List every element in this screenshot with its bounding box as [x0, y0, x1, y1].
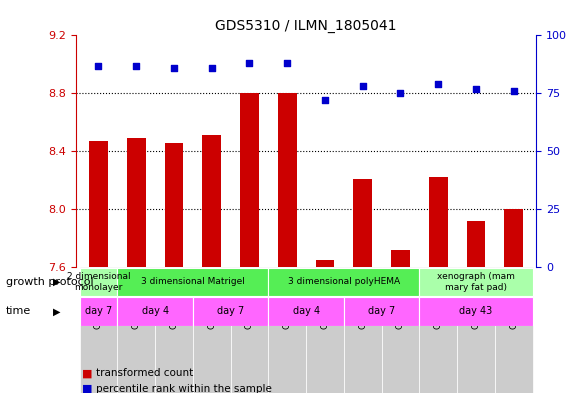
- Text: 2 dimensional
monolayer: 2 dimensional monolayer: [66, 272, 130, 292]
- Bar: [117, 268, 268, 296]
- Bar: [89, 141, 108, 267]
- Bar: [193, 297, 268, 325]
- Text: 3 dimensional Matrigel: 3 dimensional Matrigel: [141, 277, 245, 286]
- Text: day 7: day 7: [217, 307, 244, 316]
- Point: [471, 86, 480, 92]
- Bar: [344, 267, 382, 393]
- Point: [245, 60, 254, 66]
- Bar: [315, 260, 335, 267]
- Text: day 7: day 7: [368, 307, 395, 316]
- Bar: [419, 268, 533, 296]
- Text: ▶: ▶: [52, 277, 60, 287]
- Text: day 4: day 4: [142, 307, 168, 316]
- Text: transformed count: transformed count: [96, 368, 194, 378]
- Point: [207, 65, 216, 71]
- Text: day 7: day 7: [85, 307, 112, 316]
- Point: [358, 83, 367, 90]
- Bar: [268, 297, 344, 325]
- Bar: [268, 267, 306, 393]
- Bar: [193, 267, 230, 393]
- Bar: [79, 267, 117, 393]
- Point: [132, 62, 141, 69]
- Bar: [353, 179, 372, 267]
- Bar: [391, 250, 410, 267]
- Bar: [202, 135, 221, 267]
- Text: time: time: [6, 307, 31, 316]
- Bar: [419, 297, 533, 325]
- Bar: [117, 267, 155, 393]
- Point: [434, 81, 443, 87]
- Bar: [240, 93, 259, 267]
- Bar: [155, 267, 193, 393]
- Text: growth protocol: growth protocol: [6, 277, 93, 287]
- Bar: [164, 143, 184, 267]
- Bar: [306, 267, 344, 393]
- Point: [169, 65, 178, 71]
- Point: [320, 97, 329, 103]
- Bar: [344, 297, 419, 325]
- Title: GDS5310 / ILMN_1805041: GDS5310 / ILMN_1805041: [215, 19, 397, 33]
- Bar: [495, 267, 533, 393]
- Text: day 43: day 43: [459, 307, 493, 316]
- Bar: [230, 267, 268, 393]
- Text: percentile rank within the sample: percentile rank within the sample: [96, 384, 272, 393]
- Point: [509, 88, 518, 94]
- Bar: [504, 209, 523, 267]
- Bar: [127, 138, 146, 267]
- Bar: [79, 297, 117, 325]
- Text: ■: ■: [82, 368, 92, 378]
- Bar: [419, 267, 457, 393]
- Text: xenograph (mam
mary fat pad): xenograph (mam mary fat pad): [437, 272, 515, 292]
- Bar: [429, 177, 448, 267]
- Point: [94, 62, 103, 69]
- Point: [396, 90, 405, 97]
- Bar: [268, 268, 419, 296]
- Point: [283, 60, 292, 66]
- Bar: [278, 93, 297, 267]
- Bar: [382, 267, 419, 393]
- Bar: [466, 221, 486, 267]
- Text: 3 dimensional polyHEMA: 3 dimensional polyHEMA: [288, 277, 400, 286]
- Text: day 4: day 4: [293, 307, 319, 316]
- Text: ■: ■: [82, 384, 92, 393]
- Bar: [117, 297, 193, 325]
- Bar: [457, 267, 495, 393]
- Text: ▶: ▶: [52, 307, 60, 316]
- Bar: [79, 268, 117, 296]
